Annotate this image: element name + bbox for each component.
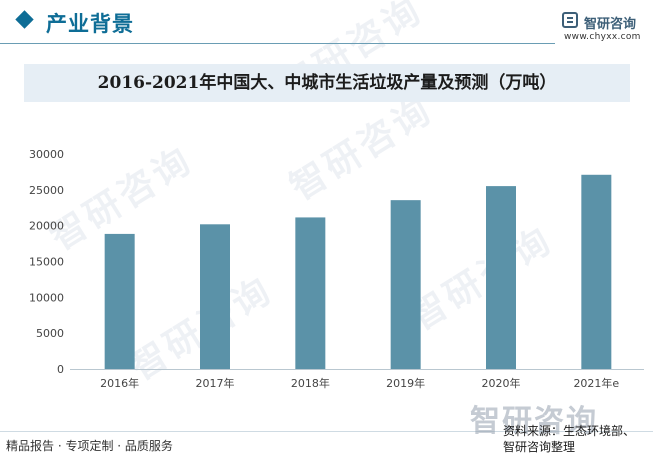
y-tick-label: 10000 (29, 291, 64, 304)
y-tick-label: 30000 (29, 148, 64, 161)
x-tick-label: 2020年 (482, 376, 521, 390)
x-tick-label: 2016年 (100, 376, 139, 390)
bar (581, 174, 612, 369)
source-note: 资料来源：生态环境部、 智研咨询整理 (503, 423, 651, 455)
y-tick-label: 25000 (29, 184, 64, 197)
diamond-icon (15, 10, 34, 29)
bar (200, 224, 230, 369)
footer-watermark: 智研咨询 (470, 404, 598, 439)
x-tick-label: 2017年 (196, 376, 235, 390)
y-tick-label: 15000 (29, 256, 64, 269)
footer-divider (0, 431, 653, 432)
logo-url: www.chyxx.com (564, 32, 641, 42)
bar (104, 233, 135, 369)
logo-name: 智研咨询 (584, 17, 637, 32)
y-tick-label: 20000 (29, 220, 64, 233)
x-tick-label: 2021年e (573, 376, 619, 390)
source-line-2: 智研咨询整理 (503, 440, 576, 454)
brand-logo: 智研咨询 www.chyxx.com (562, 10, 650, 46)
chart-title: 2016-2021年中国大、中城市生活垃圾产量及预测（万吨） (97, 73, 557, 93)
section-title: 产业背景 (46, 12, 134, 36)
bar (295, 217, 326, 369)
logo-icon (562, 12, 578, 28)
x-tick-label: 2019年 (386, 376, 425, 390)
source-line-1: 资料来源：生态环境部、 (503, 424, 636, 438)
header-divider (0, 43, 555, 44)
bar (486, 186, 516, 369)
page-header: 产业背景 智研咨询 www.chyxx.com (0, 0, 653, 48)
x-tick-label: 2018年 (291, 376, 330, 390)
footer-tagline: 精品报告 · 专项定制 · 品质服务 (6, 439, 173, 453)
bar-chart: 0 5000 10000 15000 20000 25000 30000 2016年 2017年… (29, 148, 644, 390)
bar (390, 200, 421, 369)
y-tick-label: 0 (57, 363, 64, 376)
chart-title-band: 2016-2021年中国大、中城市生活垃圾产量及预测（万吨） (24, 64, 630, 102)
y-tick-label: 5000 (36, 327, 64, 340)
